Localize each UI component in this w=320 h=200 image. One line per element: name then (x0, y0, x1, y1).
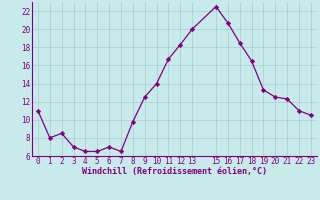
X-axis label: Windchill (Refroidissement éolien,°C): Windchill (Refroidissement éolien,°C) (82, 167, 267, 176)
